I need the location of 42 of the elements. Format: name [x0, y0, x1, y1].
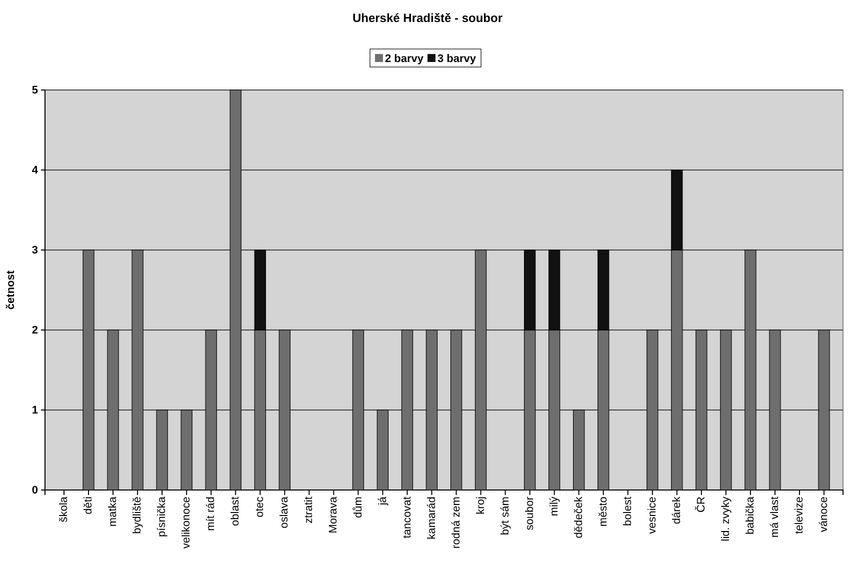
x-tick-label: lid. zvyky: [720, 496, 732, 542]
x-tick-label: vesnice: [646, 496, 658, 534]
x-tick-label: bolest: [622, 496, 634, 526]
x-tick-label: babička: [744, 496, 756, 535]
x-tick-label: rodná zem: [450, 496, 462, 549]
x-tick-label: děti: [82, 496, 95, 514]
x-tick-label: milý: [548, 496, 560, 516]
chart-title: Uherské Hradiště - soubor: [352, 11, 503, 25]
y-tick-label: 4: [32, 164, 39, 177]
x-tick-label: oblast: [230, 496, 242, 526]
x-tick-label: mít rád: [205, 496, 218, 531]
x-tick-label: otec: [254, 496, 266, 518]
x-tick-label: má vlast: [769, 496, 782, 538]
x-tick-label: já: [376, 496, 389, 506]
x-tick-label: město: [597, 496, 610, 527]
x-tick-label: oslava: [278, 496, 291, 528]
legend-label: 3 barvy: [438, 53, 477, 65]
y-tick-label: 5: [32, 84, 38, 97]
x-tick-label: být sám: [499, 496, 512, 536]
x-tick-label: ztratit: [303, 496, 316, 524]
y-tick-label: 1: [32, 404, 38, 417]
x-tick-label: dárek: [670, 496, 683, 524]
x-tick-label: Morava: [328, 496, 340, 534]
x-tick-label: tancovat: [401, 496, 414, 538]
x-tick-label: kroj: [474, 496, 487, 514]
x-tick-label: dědeček: [572, 496, 585, 538]
x-tick-label: dům: [352, 496, 364, 518]
x-tick-label: matka: [107, 496, 120, 527]
x-tick-label: ČR: [694, 496, 708, 512]
x-tick-label: televize: [794, 496, 806, 534]
legend-label: 2 barvy: [384, 53, 424, 65]
x-tick-label: škola: [58, 496, 70, 522]
x-tick-label: bydliště: [132, 496, 144, 534]
x-tick-label: kamarád: [426, 496, 438, 540]
y-tick-label: 2: [32, 324, 38, 337]
y-tick-label: 3: [32, 244, 38, 257]
x-tick-label: velikonoce: [180, 496, 193, 549]
x-tick-label: písnička: [156, 496, 168, 537]
x-tick-label: vánoce: [818, 496, 830, 532]
y-tick-label: 0: [32, 484, 38, 497]
x-tick-label: soubor: [524, 496, 536, 530]
y-axis-title: četnost: [5, 270, 17, 310]
